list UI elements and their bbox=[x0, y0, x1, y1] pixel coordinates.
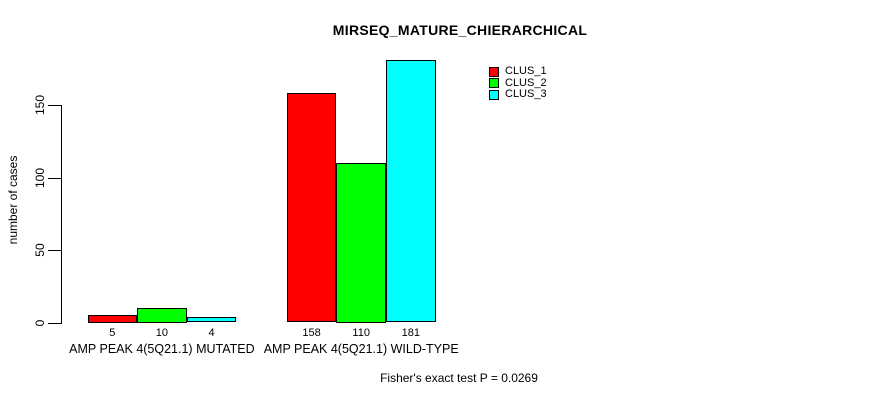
legend-swatch-clus_2 bbox=[489, 78, 499, 89]
category-label: AMP PEAK 4(5Q21.1) MUTATED bbox=[69, 342, 255, 356]
y-axis-tick bbox=[48, 105, 61, 106]
legend-label: CLUS_1 bbox=[505, 65, 547, 78]
y-axis-tick bbox=[48, 322, 61, 324]
legend-swatch-clus_1 bbox=[489, 66, 499, 77]
y-axis-tick-label: 150 bbox=[33, 94, 47, 116]
y-axis-tick bbox=[48, 250, 61, 251]
y-axis-tick-label: 100 bbox=[33, 167, 47, 188]
bar-value-label: 181 bbox=[401, 327, 420, 339]
bar-clus_2-group1 bbox=[137, 308, 187, 323]
y-axis-tick-label: 50 bbox=[33, 243, 47, 257]
legend-label: CLUS_2 bbox=[505, 76, 547, 89]
bar-value-label: 158 bbox=[302, 327, 321, 339]
y-axis-line bbox=[61, 105, 62, 324]
bar-clus_3-group1 bbox=[186, 316, 237, 323]
bar-clus_1-group1 bbox=[87, 315, 138, 323]
legend-row-clus_2: CLUS_2 bbox=[489, 76, 547, 90]
bar-value-label: 10 bbox=[155, 327, 169, 339]
legend-swatch-clus_3 bbox=[489, 89, 499, 100]
chart-title: MIRSEQ_MATURE_CHIERARCHICAL bbox=[332, 22, 588, 38]
y-axis-title: number of cases bbox=[6, 155, 20, 245]
y-axis-tick bbox=[48, 177, 61, 179]
legend-row-clus_1: CLUS_1 bbox=[489, 66, 547, 78]
y-axis-tick-label: 0 bbox=[33, 319, 47, 326]
legend-label: CLUS_3 bbox=[505, 88, 547, 101]
legend-row-clus_3: CLUS_3 bbox=[489, 89, 547, 101]
bar-clus_1-group2 bbox=[286, 93, 337, 323]
bar-clus_3-group2 bbox=[386, 60, 436, 323]
bar-value-label: 4 bbox=[208, 327, 215, 339]
category-label: AMP PEAK 4(5Q21.1) WILD-TYPE bbox=[263, 342, 459, 356]
fisher-test-annotation: Fisher's exact test P = 0.0269 bbox=[380, 371, 538, 385]
bar-value-label: 5 bbox=[109, 327, 116, 339]
bar-value-label: 110 bbox=[352, 327, 370, 339]
chart-legend: CLUS_1 CLUS_2 CLUS_3 bbox=[489, 66, 547, 101]
bar-clus_2-group2 bbox=[336, 163, 386, 323]
